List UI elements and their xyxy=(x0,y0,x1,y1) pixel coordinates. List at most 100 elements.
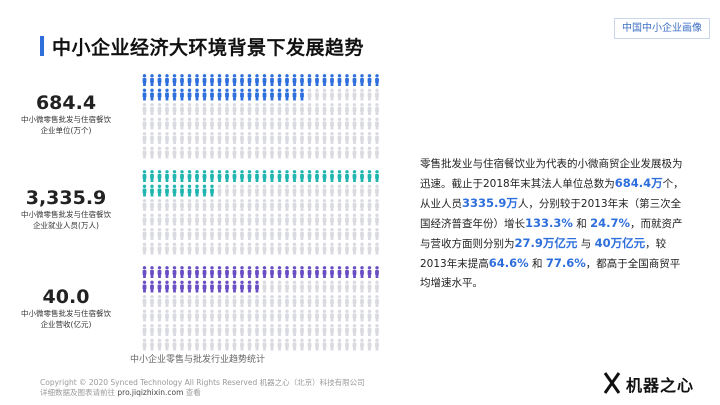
footer-more-suffix: 查看 xyxy=(183,388,201,397)
person-icon xyxy=(360,170,364,182)
person-icon xyxy=(247,213,252,226)
desc-highlight-2: 3335.9万 xyxy=(462,196,518,210)
person-icon xyxy=(375,170,379,182)
person-icon xyxy=(240,338,244,351)
person-icon xyxy=(330,199,334,211)
person-icon xyxy=(165,117,169,130)
person-icon xyxy=(255,228,259,240)
person-icon xyxy=(210,146,214,159)
person-icon xyxy=(270,280,274,293)
person-icon xyxy=(187,266,192,278)
person-icon xyxy=(217,132,222,144)
person-icon xyxy=(195,309,199,322)
person-icon xyxy=(262,146,267,159)
footer-more-info: 详细数据及图表请前往 pro.jiqizhixin.com 查看 xyxy=(40,387,201,398)
person-icon xyxy=(255,266,259,278)
person-icon xyxy=(172,184,177,197)
person-icon xyxy=(322,88,327,101)
person-icon xyxy=(165,132,169,144)
person-icon xyxy=(360,117,364,130)
person-icon xyxy=(277,146,282,159)
person-icon xyxy=(330,117,334,130)
person-icon xyxy=(315,103,319,115)
person-icon xyxy=(150,338,154,351)
person-icon xyxy=(300,117,304,130)
person-icon xyxy=(367,199,372,211)
person-icon xyxy=(180,228,184,240)
person-icon xyxy=(330,184,334,197)
person-icon xyxy=(195,338,199,351)
person-icon xyxy=(202,280,207,293)
desc-highlight-8: 77.6% xyxy=(545,256,586,270)
person-icon xyxy=(300,132,304,144)
person-icon xyxy=(292,280,297,293)
person-icon xyxy=(165,228,169,240)
person-icon xyxy=(172,132,177,144)
metric-employees-value: 3,335.9 xyxy=(25,187,107,209)
person-icon xyxy=(217,103,222,115)
person-icon xyxy=(202,338,207,351)
person-icon xyxy=(172,295,177,307)
person-icon xyxy=(307,74,312,86)
person-icon xyxy=(360,309,364,322)
person-icon xyxy=(300,309,304,322)
person-icon xyxy=(195,213,199,226)
person-icon xyxy=(157,242,162,255)
person-icon xyxy=(157,324,162,336)
person-icon xyxy=(232,266,237,278)
person-icon xyxy=(180,242,184,255)
person-icon xyxy=(247,170,252,182)
person-icon xyxy=(292,324,297,336)
person-icon xyxy=(345,338,349,351)
person-icon xyxy=(187,242,192,255)
person-icon xyxy=(337,199,342,211)
desc-highlight-3: 133.3% xyxy=(525,216,573,230)
person-icon xyxy=(157,184,162,197)
person-icon xyxy=(262,228,267,240)
person-icon xyxy=(345,309,349,322)
person-icon xyxy=(292,199,297,211)
footer-link[interactable]: pro.jiqizhixin.com xyxy=(117,388,184,397)
person-icon xyxy=(142,74,147,86)
person-icon xyxy=(180,88,184,101)
person-icon xyxy=(300,324,304,336)
person-icon xyxy=(300,228,304,240)
person-icon xyxy=(202,117,207,130)
person-icon xyxy=(352,170,357,182)
person-icon xyxy=(285,184,289,197)
person-icon xyxy=(367,170,372,182)
person-icon xyxy=(172,213,177,226)
person-icon xyxy=(285,74,289,86)
person-icon xyxy=(360,184,364,197)
person-icon xyxy=(285,280,289,293)
person-icon xyxy=(247,309,252,322)
person-icon xyxy=(210,170,214,182)
person-icon xyxy=(255,199,259,211)
person-icon xyxy=(337,103,342,115)
person-icon xyxy=(375,199,379,211)
person-icon xyxy=(255,309,259,322)
person-icon xyxy=(375,74,379,86)
person-icon xyxy=(270,295,274,307)
desc-text-4: 和 xyxy=(576,218,587,230)
person-icon xyxy=(352,280,357,293)
person-icon xyxy=(240,170,244,182)
person-icon xyxy=(157,228,162,240)
person-icon xyxy=(180,74,184,86)
person-icon xyxy=(225,88,229,101)
person-icon xyxy=(270,338,274,351)
person-icon xyxy=(285,266,289,278)
person-icon xyxy=(187,146,192,159)
person-icon xyxy=(165,309,169,322)
person-icon xyxy=(187,132,192,144)
person-icon xyxy=(187,324,192,336)
desc-highlight-7: 64.6% xyxy=(488,256,529,270)
person-icon xyxy=(277,103,282,115)
person-icon xyxy=(217,199,222,211)
person-icon xyxy=(187,74,192,86)
person-icon xyxy=(375,266,379,278)
person-icon xyxy=(300,170,304,182)
person-icon xyxy=(352,117,357,130)
person-icon xyxy=(255,213,259,226)
